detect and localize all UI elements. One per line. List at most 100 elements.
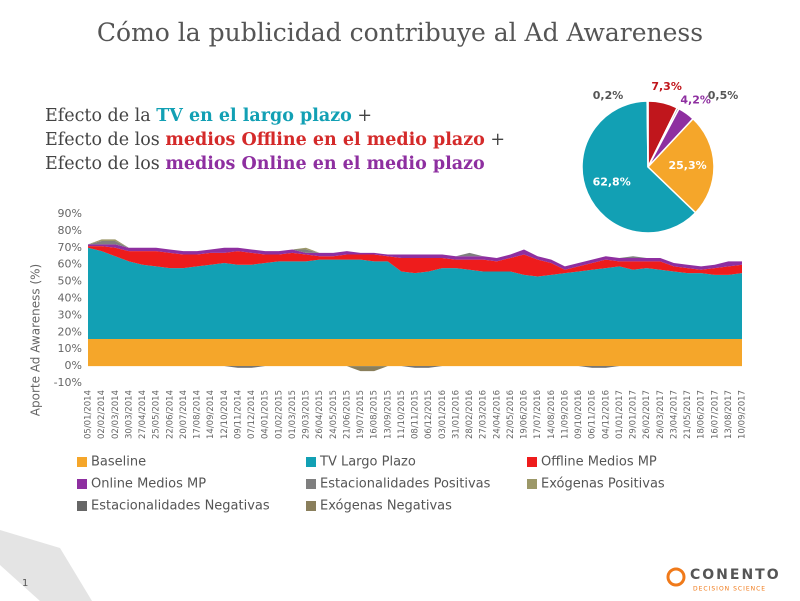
area: [88, 246, 742, 277]
area: [88, 247, 742, 340]
page-number: 1: [22, 578, 28, 589]
x-tick-label: 09/11/2014: [233, 390, 243, 439]
x-tick-label: 05/01/2014: [84, 390, 94, 439]
decor: [0, 530, 92, 601]
pie-label: 7,3%: [651, 80, 682, 93]
subtitle-segment: Efecto de los: [45, 154, 166, 174]
x-tick-label: 01/01/2017: [615, 390, 625, 439]
area: [88, 339, 742, 367]
x-tick-label: 25/05/2014: [152, 390, 162, 439]
x-tick-label: 22/05/2016: [506, 390, 516, 439]
legend-swatch: [306, 479, 316, 489]
subtitle-segment: medios Offline en el medio plazo: [165, 130, 485, 150]
x-tick-label: 26/02/2017: [642, 390, 652, 439]
x-tick-label: 30/03/2014: [124, 390, 134, 439]
x-tick-label: 23/04/2017: [669, 390, 679, 439]
x-tick-label: 29/01/2017: [629, 390, 639, 439]
legend-label: Offline Medios MP: [541, 455, 657, 470]
x-tick-label: 16/08/2015: [370, 390, 380, 439]
subtitle-segment: +: [351, 106, 373, 126]
y-tick-label: 20%: [58, 325, 82, 338]
x-tick-label: 14/09/2014: [206, 390, 216, 439]
legend-swatch: [306, 501, 316, 511]
logo: CONENTO: [690, 567, 781, 583]
x-tick-label: 01/02/2015: [274, 390, 284, 439]
x-tick-label: 08/11/2015: [411, 390, 421, 439]
subtitle: Efecto de la TV en el largo plazo + Efect…: [45, 104, 505, 176]
x-tick-label: 14/08/2016: [547, 390, 557, 439]
y-tick-label: -10%: [54, 376, 82, 389]
legend-swatch: [306, 457, 316, 467]
x-tick-label: 06/11/2016: [588, 390, 598, 439]
logo-tagline: DECISION SCIENCE: [693, 586, 766, 593]
legend-label: TV Largo Plazo: [319, 455, 416, 470]
pie-slice: [581, 100, 697, 234]
x-tick-label: 19/07/2015: [356, 390, 366, 439]
x-tick-label: 17/07/2016: [533, 390, 543, 439]
y-tick-label: 40%: [58, 292, 82, 305]
x-tick-label: 27/04/2014: [138, 390, 148, 439]
y-tick-label: 30%: [58, 308, 82, 321]
pie-label: 62,8%: [593, 176, 631, 189]
pie-label: 4,2%: [680, 93, 711, 106]
x-tick-label: 31/01/2016: [451, 390, 461, 439]
x-tick-label: 11/10/2015: [397, 390, 407, 439]
x-tick-label: 17/08/2014: [193, 390, 203, 439]
pie-slice: [646, 117, 715, 214]
x-tick-label: 01/03/2015: [288, 390, 298, 439]
legend-swatch: [77, 501, 87, 511]
legend-label: Online Medios MP: [91, 477, 206, 492]
x-tick-label: 09/10/2016: [574, 390, 584, 439]
logo-icon: [666, 567, 686, 587]
x-tick-label: 16/07/2017: [710, 390, 720, 439]
y-tick-label: 90%: [58, 207, 82, 220]
legend-label: Baseline: [91, 455, 146, 470]
y-tick-label: 10%: [58, 342, 82, 355]
x-tick-label: 04/12/2016: [601, 390, 611, 439]
legend-swatch: [527, 479, 537, 489]
x-tick-label: 02/02/2014: [97, 390, 107, 439]
x-tick-label: 24/04/2016: [492, 390, 502, 439]
area: [88, 244, 742, 270]
subtitle-line: Efecto de los medios Offline en el medio…: [45, 128, 505, 152]
subtitle-segment: TV en el largo plazo: [156, 106, 352, 126]
subtitle-segment: Efecto de la: [45, 106, 157, 126]
subtitle-segment: +: [484, 130, 506, 150]
x-tick-label: 06/12/2015: [424, 390, 434, 439]
x-tick-label: 27/03/2016: [479, 390, 489, 439]
x-tick-label: 21/06/2015: [342, 390, 352, 439]
legend-label: Estacionalidades Negativas: [91, 499, 270, 514]
legend-swatch: [527, 457, 537, 467]
pie-label: 0,5%: [708, 89, 739, 102]
y-tick-label: 60%: [58, 258, 82, 271]
legend-label: Exógenas Negativas: [320, 499, 452, 514]
y-tick-label: 0%: [65, 359, 82, 372]
x-tick-label: 21/05/2017: [683, 390, 693, 439]
x-tick-label: 24/05/2015: [329, 390, 339, 439]
title: Cómo la publicidad contribuye al Ad Awar…: [96, 18, 704, 47]
y-axis-label: Aporte Ad Awareness (%): [29, 264, 43, 416]
area: [88, 366, 742, 368]
x-tick-label: 12/10/2014: [220, 390, 230, 439]
subtitle-line: Efecto de la TV en el largo plazo +: [45, 104, 505, 128]
x-tick-label: 13/08/2017: [724, 390, 734, 439]
x-tick-label: 02/03/2014: [111, 390, 121, 439]
y-tick-label: 50%: [58, 275, 82, 288]
x-tick-label: 10/09/2017: [738, 390, 748, 439]
subtitle-segment: medios Online en el medio plazo: [165, 154, 485, 174]
legend-label: Exógenas Positivas: [541, 477, 665, 492]
pie-slice: [646, 100, 649, 168]
x-tick-label: 26/03/2017: [656, 390, 666, 439]
x-tick-label: 11/09/2016: [560, 390, 570, 439]
x-tick-label: 20/07/2014: [179, 390, 189, 439]
x-tick-label: 04/01/2015: [261, 390, 271, 439]
x-tick-label: 19/06/2016: [520, 390, 530, 439]
y-tick-label: 70%: [58, 241, 82, 254]
x-tick-label: 28/02/2016: [465, 390, 475, 439]
x-tick-label: 07/12/2014: [247, 390, 257, 439]
x-tick-label: 13/09/2015: [383, 390, 393, 439]
y-tick-label: 80%: [58, 224, 82, 237]
x-tick-label: 29/03/2015: [302, 390, 312, 439]
